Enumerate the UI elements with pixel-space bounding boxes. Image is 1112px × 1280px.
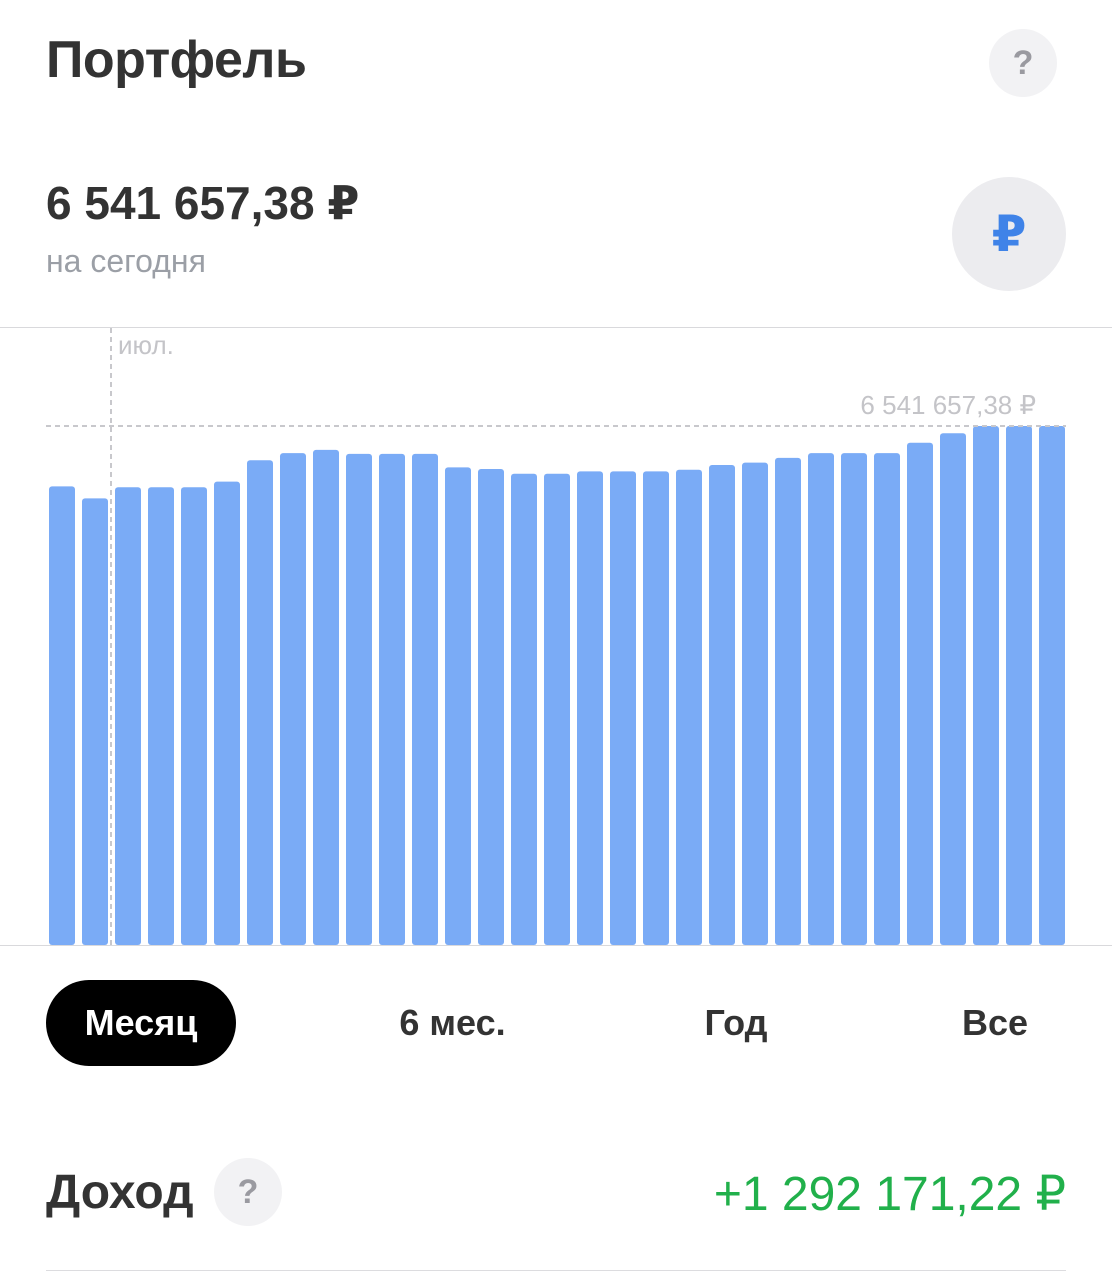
portfolio-balance: 6 541 657,38 ₽ — [46, 177, 360, 229]
chart-bar[interactable] — [940, 433, 966, 945]
income-help-button[interactable]: ? — [214, 1158, 282, 1226]
chart-bar[interactable] — [973, 426, 999, 945]
chart-bar[interactable] — [874, 453, 900, 945]
income-label: Доход — [46, 1166, 194, 1219]
chart-bar[interactable] — [544, 473, 570, 945]
month-label: июл. — [118, 330, 174, 360]
chart-bar[interactable] — [280, 453, 306, 945]
period-selector: Месяц 6 мес. Год Все — [0, 980, 1112, 1066]
chart-bar[interactable] — [907, 442, 933, 945]
chart-bar[interactable] — [1039, 426, 1065, 945]
chart-bar[interactable] — [181, 487, 207, 945]
chart-bar[interactable] — [82, 498, 108, 945]
period-6-months-button[interactable]: 6 мес. — [399, 1002, 506, 1043]
chart-bar[interactable] — [742, 462, 768, 945]
chart-bar[interactable] — [412, 453, 438, 945]
chart-bar[interactable] — [1006, 426, 1032, 945]
chart-bar[interactable] — [478, 468, 504, 945]
chart-bar[interactable] — [379, 453, 405, 945]
chart-bar[interactable] — [709, 465, 735, 945]
header: Портфель ? — [0, 0, 1112, 130]
chart-bar[interactable] — [313, 449, 339, 945]
chart-bar[interactable] — [610, 471, 636, 945]
chart-bar[interactable] — [148, 487, 174, 945]
chart-bar[interactable] — [511, 473, 537, 945]
chart-bar[interactable] — [643, 471, 669, 945]
chart-bar[interactable] — [808, 453, 834, 945]
chart-bar[interactable] — [346, 453, 372, 945]
help-button[interactable]: ? — [989, 29, 1057, 97]
currency-switch-button[interactable]: ₽ — [952, 177, 1066, 291]
chart-bar[interactable] — [775, 457, 801, 945]
income-value: +1 292 171,22 ₽ — [713, 1168, 1066, 1221]
period-month-button[interactable]: Месяц — [46, 980, 236, 1066]
page-title: Портфель — [46, 31, 307, 89]
divider — [46, 1270, 1066, 1271]
period-all-button[interactable]: Все — [961, 1002, 1029, 1043]
chart-bar[interactable] — [445, 467, 471, 945]
chart-bar[interactable] — [115, 487, 141, 945]
balance-subtitle: на сегодня — [46, 243, 206, 279]
chart-bar[interactable] — [841, 453, 867, 945]
max-value-label: 6 541 657,38 ₽ — [860, 390, 1036, 420]
chart-bar[interactable] — [577, 471, 603, 945]
portfolio-chart[interactable]: июл. 6 541 657,38 ₽ — [0, 327, 1112, 946]
chart-bar[interactable] — [676, 469, 702, 945]
chart-bar[interactable] — [247, 460, 273, 945]
chart-svg: июл. 6 541 657,38 ₽ — [46, 328, 1066, 945]
chart-bar[interactable] — [214, 481, 240, 945]
chart-bar[interactable] — [49, 486, 75, 945]
bars-group — [49, 426, 1065, 945]
period-year-button[interactable]: Год — [704, 1002, 768, 1043]
